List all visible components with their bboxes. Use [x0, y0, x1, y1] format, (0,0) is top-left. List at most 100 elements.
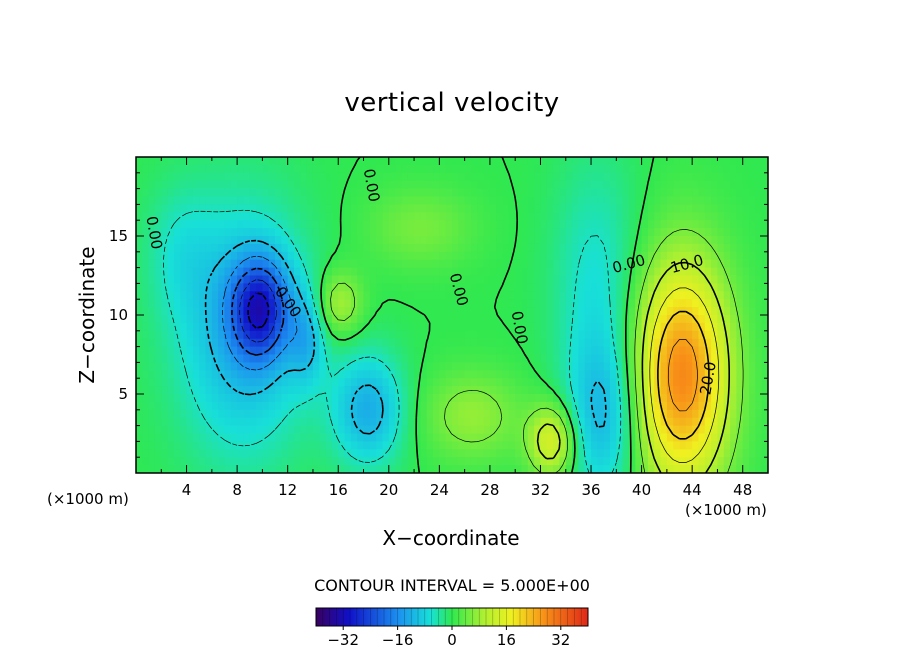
field-cell: [350, 180, 358, 190]
field-cell: [610, 315, 617, 324]
field-cell: [287, 465, 295, 473]
field-cell: [205, 409, 213, 419]
field-cell: [192, 188, 200, 198]
field-cell: [218, 259, 226, 269]
field-cell: [736, 228, 744, 237]
field-cell: [319, 362, 327, 371]
field-cell: [559, 283, 567, 292]
field-cell: [256, 157, 263, 166]
field-cell: [755, 228, 763, 237]
field-cell: [647, 220, 655, 229]
field-cell: [306, 441, 314, 450]
field-cell: [256, 275, 263, 284]
field-cell: [420, 322, 428, 332]
field-cell: [749, 275, 756, 284]
field-cell: [205, 401, 213, 411]
field-cell: [439, 425, 447, 435]
field-cell: [211, 370, 219, 379]
field-cell: [641, 243, 649, 253]
field-cell: [489, 346, 497, 356]
field-cell: [698, 243, 706, 253]
field-cell: [730, 433, 737, 442]
field-cell: [433, 164, 440, 174]
field-cell: [136, 157, 143, 166]
field-cell: [730, 283, 737, 292]
field-cell: [628, 188, 636, 198]
field-cell: [546, 346, 554, 356]
field-cell: [275, 401, 282, 411]
field-cell: [761, 275, 768, 284]
field-cell: [420, 409, 428, 419]
field-cell: [192, 228, 200, 237]
field-cell: [736, 188, 744, 198]
field-cell: [572, 291, 579, 300]
field-cell: [628, 251, 636, 261]
field-cell: [350, 188, 358, 198]
field-cell: [426, 457, 434, 466]
field-cell: [136, 204, 143, 213]
field-cell: [325, 164, 333, 174]
field-cell: [546, 370, 554, 379]
field-cell: [224, 220, 232, 229]
field-cell: [312, 204, 320, 213]
x-axis-label: X−coordinate: [382, 526, 520, 550]
field-cell: [395, 346, 403, 356]
field-cell: [154, 236, 162, 245]
field-cell: [192, 417, 200, 427]
field-cell: [692, 275, 700, 284]
field-cell: [154, 204, 162, 213]
field-cell: [407, 425, 415, 435]
field-cell: [736, 164, 744, 174]
field-cell: [312, 220, 320, 229]
field-cell: [325, 449, 333, 458]
field-cell: [173, 228, 181, 237]
field-cell: [622, 457, 630, 466]
field-cell: [635, 291, 643, 300]
field-cell: [243, 172, 251, 182]
field-cell: [736, 299, 744, 308]
field-cell: [230, 378, 238, 387]
field-cell: [673, 251, 681, 261]
contour-level: [163, 209, 622, 473]
field-cell: [546, 251, 554, 261]
field-cell: [578, 307, 586, 316]
field-cell: [673, 425, 681, 435]
field-cell: [717, 346, 725, 356]
field-cell: [515, 243, 523, 253]
field-cell: [167, 180, 175, 190]
field-cell: [376, 228, 384, 237]
field-cell: [591, 228, 598, 237]
field-cell: [761, 354, 768, 363]
field-cell: [477, 180, 485, 190]
field-cell: [452, 228, 459, 237]
field-cell: [211, 275, 219, 284]
field-cell: [148, 386, 156, 395]
field-cell: [262, 338, 270, 348]
field-cell: [565, 204, 573, 213]
field-cell: [167, 299, 175, 308]
field-cell: [749, 378, 756, 387]
field-cell: [331, 220, 339, 229]
field-cell: [426, 338, 434, 348]
field-cell: [148, 433, 156, 442]
field-cell: [426, 157, 434, 166]
field-cell: [363, 236, 371, 245]
field-cell: [287, 251, 295, 261]
field-cell: [388, 259, 396, 269]
field-cell: [553, 433, 561, 442]
field-cell: [452, 188, 459, 198]
field-cell: [723, 283, 731, 292]
field-cell: [319, 378, 327, 387]
field-cell: [294, 212, 301, 221]
field-cell: [553, 188, 561, 198]
field-cell: [167, 417, 175, 427]
field-cell: [572, 164, 579, 174]
field-cell: [679, 378, 687, 387]
field-cell: [161, 386, 169, 395]
field-cell: [527, 330, 535, 340]
field-cell: [401, 354, 409, 363]
field-cell: [306, 267, 314, 277]
field-cell: [154, 433, 162, 442]
field-cell: [616, 386, 624, 395]
field-cell: [749, 283, 756, 292]
